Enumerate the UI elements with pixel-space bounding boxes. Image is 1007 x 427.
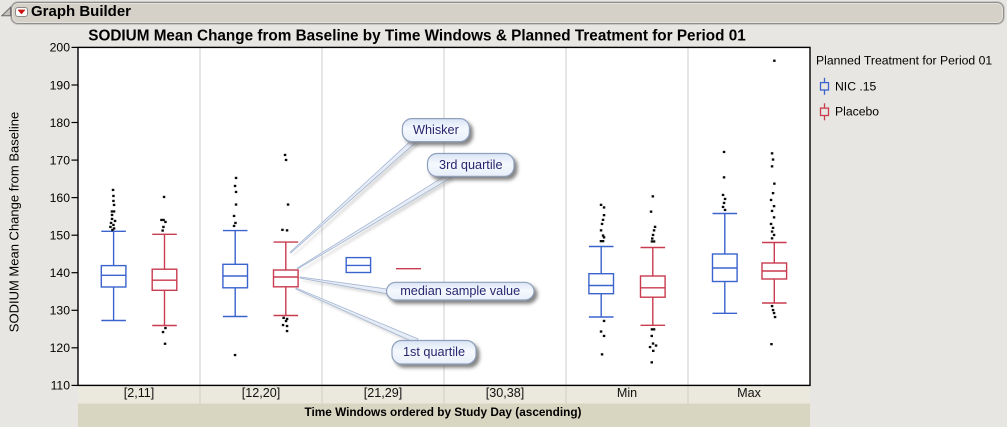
svg-text:Placebo: Placebo	[835, 105, 879, 119]
svg-text:160: 160	[50, 191, 71, 205]
svg-text:NIC .15: NIC .15	[835, 79, 877, 93]
svg-text:[12,20]: [12,20]	[242, 386, 281, 400]
svg-text:[30,38]: [30,38]	[486, 386, 525, 400]
svg-text:190: 190	[50, 78, 71, 92]
svg-text:1st quartile: 1st quartile	[403, 345, 465, 359]
svg-text:140: 140	[50, 266, 71, 280]
svg-text:Time Windows ordered by Study: Time Windows ordered by Study Day (ascen…	[305, 405, 582, 419]
svg-text:Max: Max	[737, 386, 761, 400]
svg-text:SODIUM Mean Change from Baseli: SODIUM Mean Change from Baseline	[7, 112, 22, 332]
svg-text:180: 180	[50, 116, 71, 130]
svg-text:170: 170	[50, 153, 71, 167]
svg-text:[21,29]: [21,29]	[364, 386, 403, 400]
svg-text:Whisker: Whisker	[413, 123, 460, 137]
svg-text:120: 120	[50, 341, 71, 355]
svg-text:SODIUM Mean Change from Baseli: SODIUM Mean Change from Baseline by Time…	[88, 28, 746, 45]
svg-text:150: 150	[50, 229, 71, 243]
svg-text:3rd quartile: 3rd quartile	[439, 158, 502, 172]
svg-text:130: 130	[50, 304, 71, 318]
svg-text:Min: Min	[617, 386, 637, 400]
svg-text:200: 200	[50, 41, 71, 55]
svg-text:[2,11]: [2,11]	[124, 386, 155, 400]
svg-text:Planned Treatment for Period 0: Planned Treatment for Period 01	[816, 53, 992, 67]
svg-text:110: 110	[51, 379, 71, 393]
svg-text:median sample value: median sample value	[400, 284, 520, 298]
